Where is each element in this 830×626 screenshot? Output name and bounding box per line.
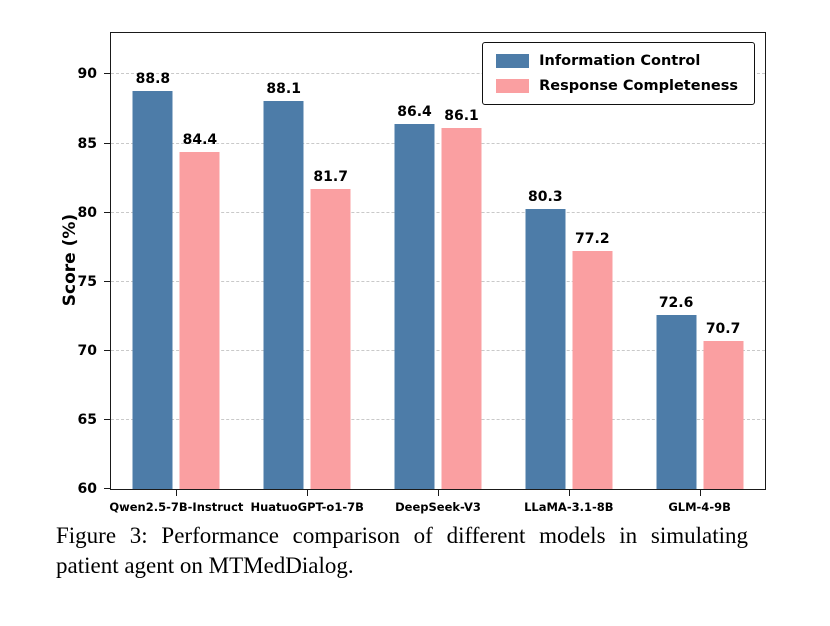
bar-information-control-llama-3-1-8b: 80.3	[525, 189, 566, 489]
bar-information-control-huatuogpt-o1-7b: 88.1	[263, 81, 304, 489]
legend: Information Control Response Completenes…	[482, 42, 755, 105]
y-tick-mark-60	[104, 488, 111, 489]
bar-response-completeness-qwen2-5-7b-instruct: 84.4	[179, 132, 220, 489]
gridline-90	[111, 73, 765, 75]
bar-response-completeness-huatuogpt-o1-7b: 81.7	[310, 169, 351, 489]
x-tick-label-glm-4-9b: GLM-4-9B	[668, 500, 731, 514]
y-tick-label-60: 60	[77, 481, 97, 497]
bar-value-label: 77.2	[575, 231, 610, 248]
bar-response-completeness-llama-3-1-8b: 77.2	[572, 231, 613, 489]
bars-layer: 88.8 84.4 88.1 81.7 86.4 86.1 80.3 77.2 72.6 70.7	[111, 33, 765, 489]
bar-group-huatuogpt-o1-7b: 88.1 81.7	[263, 81, 351, 489]
gridline-70	[111, 349, 765, 351]
bar-group-qwen2-5-7b-instruct: 88.8 84.4	[132, 71, 220, 489]
figure-caption: Figure 3: Performance comparison of diff…	[56, 523, 748, 579]
gridline-65	[111, 418, 765, 420]
bar-information-control-deepseek-v3: 86.4	[394, 104, 435, 489]
gridline-75	[111, 280, 765, 282]
bar-response-completeness-deepseek-v3: 86.1	[441, 108, 482, 489]
legend-swatch-pink	[496, 79, 530, 93]
bar-group-llama-3-1-8b: 80.3 77.2	[525, 189, 613, 489]
x-tick-label-qwen2-5-7b-instruct: Qwen2.5-7B-Instruct	[109, 500, 244, 514]
y-tick-mark-85	[104, 142, 111, 144]
y-tick-mark-90	[104, 73, 111, 75]
bar-group-deepseek-v3: 86.4 86.1	[394, 104, 482, 489]
legend-label: Response Completeness	[539, 78, 738, 94]
legend-item-information-control: Information Control	[496, 53, 738, 69]
x-tick-mark-glm-4-9b	[699, 489, 701, 496]
x-tick-mark-llama-3-1-8b	[568, 489, 570, 496]
y-tick-mark-70	[104, 349, 111, 351]
y-axis-label: Score (%)	[60, 213, 80, 307]
x-tick-label-huatuogpt-o1-7b: HuatuoGPT-o1-7B	[250, 500, 364, 514]
bar-value-label: 84.4	[182, 131, 218, 148]
gridline-80	[111, 211, 765, 213]
bar-value-label: 86.1	[444, 108, 479, 125]
bar-response-completeness-glm-4-9b: 70.7	[703, 321, 744, 489]
bar-value-label: 88.1	[266, 80, 301, 97]
y-tick-label-85: 85	[77, 135, 97, 152]
bar-group-glm-4-9b: 72.6 70.7	[656, 295, 744, 489]
y-tick-mark-80	[104, 211, 111, 213]
legend-item-response-completeness: Response Completeness	[496, 78, 738, 94]
bar-value-label: 86.4	[397, 104, 432, 121]
bar-value-label: 88.8	[135, 71, 171, 88]
x-tick-label-deepseek-v3: DeepSeek-V3	[395, 500, 481, 514]
y-tick-label-80: 80	[77, 204, 97, 221]
y-tick-label-70: 70	[77, 342, 97, 359]
x-tick-mark-deepseek-v3	[438, 489, 439, 496]
bar-value-label: 81.7	[313, 169, 348, 186]
x-tick-mark-qwen2-5-7b-instruct	[176, 489, 178, 496]
x-tick-label-llama-3-1-8b: LLaMA-3.1-8B	[524, 500, 614, 514]
y-tick-mark-75	[104, 280, 111, 282]
y-tick-label-90: 90	[77, 66, 97, 83]
legend-label: Information Control	[539, 53, 701, 69]
gridline-85	[111, 142, 765, 144]
y-tick-mark-65	[104, 418, 111, 420]
bar-information-control-glm-4-9b: 72.6	[656, 295, 697, 489]
bar-value-label: 80.3	[528, 188, 563, 205]
bar-information-control-qwen2-5-7b-instruct: 88.8	[132, 71, 173, 489]
plot-area: 88.8 84.4 88.1 81.7 86.4 86.1 80.3 77.2 72.6 70.7…	[78, 32, 766, 514]
legend-swatch-blue	[496, 54, 530, 68]
bar-value-label: 72.6	[658, 294, 694, 311]
y-tick-label-65: 65	[77, 411, 97, 428]
bar-value-label: 70.7	[705, 321, 741, 338]
x-tick-mark-huatuogpt-o1-7b	[307, 489, 309, 496]
y-tick-label-75: 75	[77, 273, 97, 290]
